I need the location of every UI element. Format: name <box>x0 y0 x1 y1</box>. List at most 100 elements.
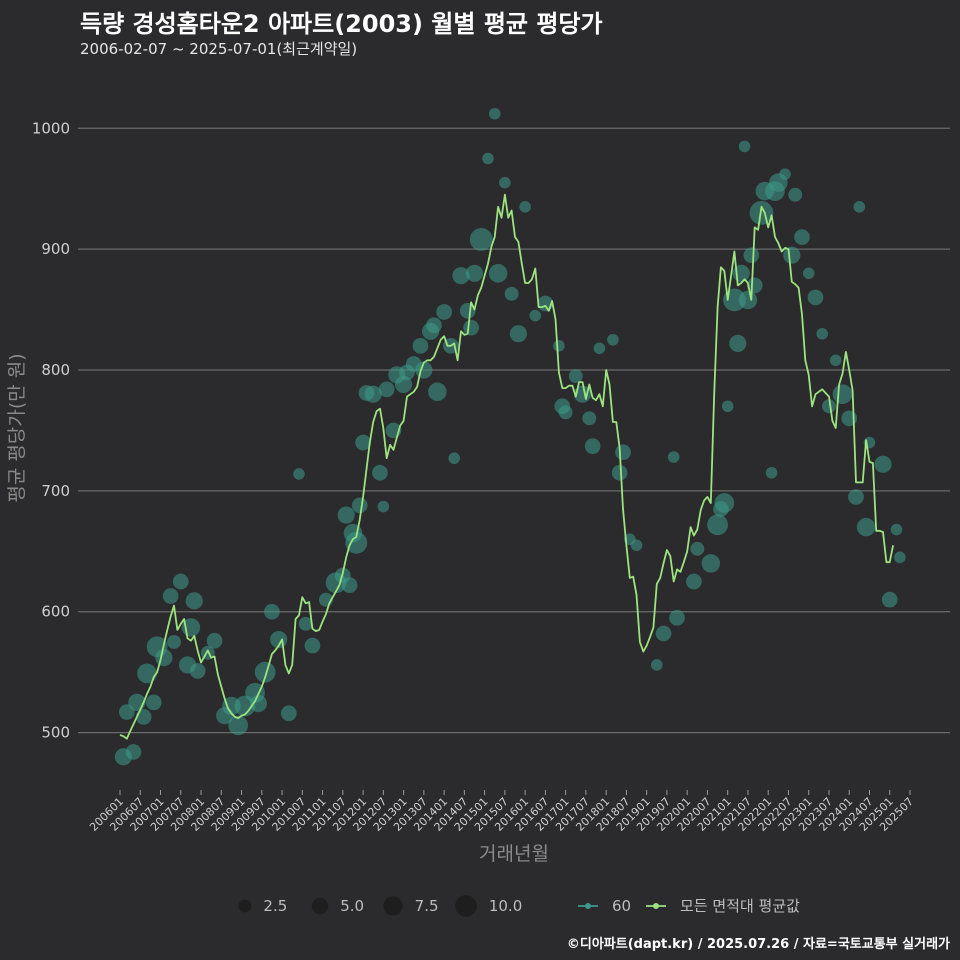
data-point <box>448 452 461 465</box>
data-point <box>584 438 601 454</box>
data-point <box>345 531 368 554</box>
data-point <box>341 577 358 593</box>
data-point <box>167 634 181 649</box>
data-point <box>669 609 685 626</box>
size-legend-dot <box>238 899 252 913</box>
x-axis-ticks: 2006012006072007012007072008012008072009… <box>87 790 916 834</box>
data-point <box>428 382 447 402</box>
data-point <box>162 588 179 604</box>
data-point <box>816 327 829 340</box>
size-legend-dot <box>455 895 477 917</box>
data-point <box>125 744 142 760</box>
data-point <box>832 384 853 405</box>
data-point <box>206 632 223 649</box>
data-point <box>172 573 189 590</box>
data-point <box>553 340 565 352</box>
data-point <box>145 694 162 711</box>
data-point <box>802 267 815 280</box>
data-point <box>707 514 728 536</box>
data-point <box>504 286 519 301</box>
data-point <box>848 489 864 505</box>
y-tick-label: 1000 <box>32 119 70 137</box>
data-point <box>436 304 452 320</box>
average-line <box>119 193 894 740</box>
data-point <box>135 709 152 725</box>
data-point <box>499 176 511 189</box>
size-legend-label: 7.5 <box>415 897 439 915</box>
data-point <box>856 517 876 537</box>
data-point <box>469 228 493 251</box>
data-point <box>463 319 479 336</box>
data-point <box>630 539 643 552</box>
data-point <box>249 695 268 713</box>
legend-label-60: 60 <box>612 897 631 915</box>
data-point <box>593 342 606 355</box>
data-point <box>788 187 803 202</box>
data-point <box>378 381 395 398</box>
size-legend-dot <box>383 896 403 916</box>
data-point <box>509 325 527 343</box>
data-point <box>738 140 751 153</box>
y-axis-title: 평균 평당가(만 원) <box>6 353 28 502</box>
legend: 2.5 5.0 7.5 10.0 60 모든 면적대 평균값 <box>238 895 800 917</box>
data-point <box>459 302 476 319</box>
y-tick-label: 800 <box>41 361 70 379</box>
size-legend-label: 5.0 <box>340 897 364 915</box>
data-point <box>452 267 470 285</box>
data-point <box>822 399 836 414</box>
data-point <box>372 464 388 481</box>
data-point <box>351 497 368 514</box>
data-point <box>615 444 631 461</box>
data-point <box>874 455 892 473</box>
data-point <box>686 573 702 590</box>
data-point <box>519 201 531 213</box>
data-point <box>667 451 680 463</box>
data-point <box>853 201 866 213</box>
data-point <box>568 369 583 384</box>
data-point <box>337 506 355 524</box>
data-point <box>655 625 672 642</box>
data-point <box>582 411 597 426</box>
data-point <box>355 434 371 451</box>
legend-swatch-dot <box>653 903 659 909</box>
data-point <box>743 247 760 264</box>
data-point <box>293 468 305 480</box>
scatter-points <box>114 107 906 766</box>
data-point <box>377 500 390 513</box>
data-point <box>807 289 824 306</box>
data-point <box>794 229 810 245</box>
data-point <box>881 591 898 608</box>
data-point <box>254 661 276 683</box>
data-point <box>426 317 442 334</box>
data-point <box>264 603 280 620</box>
data-point <box>729 334 747 353</box>
data-point <box>746 277 763 294</box>
x-axis-title: 거래년월 <box>479 843 549 865</box>
y-axis-ticks: 500 600 700 800 900 1000 <box>32 119 70 741</box>
data-point <box>738 290 758 310</box>
data-point <box>701 554 721 573</box>
legend-swatch-dot <box>585 903 591 909</box>
data-point <box>137 663 157 684</box>
data-point <box>721 400 734 413</box>
data-point <box>488 264 508 283</box>
data-point <box>228 715 249 736</box>
source-footer: ©디아파트(dapt.kr) / 2025.07.26 / 자료=국토교통부 실… <box>566 937 950 952</box>
y-tick-label: 600 <box>41 603 70 621</box>
data-point <box>412 337 429 354</box>
data-point <box>482 152 494 165</box>
data-point <box>298 616 313 631</box>
data-point <box>765 466 778 479</box>
data-point <box>783 246 801 264</box>
chart-subtitle: 2006-02-07 ~ 2025-07-01(최근계약일) <box>80 40 358 58</box>
data-point <box>779 168 791 180</box>
data-point <box>465 264 484 282</box>
data-point <box>189 663 206 679</box>
y-tick-label: 900 <box>41 240 70 258</box>
data-point <box>890 523 903 536</box>
y-tick-label: 500 <box>41 724 70 742</box>
data-point <box>304 637 321 654</box>
size-legend-label: 10.0 <box>489 897 522 915</box>
data-point <box>155 649 173 667</box>
data-point <box>529 309 542 322</box>
